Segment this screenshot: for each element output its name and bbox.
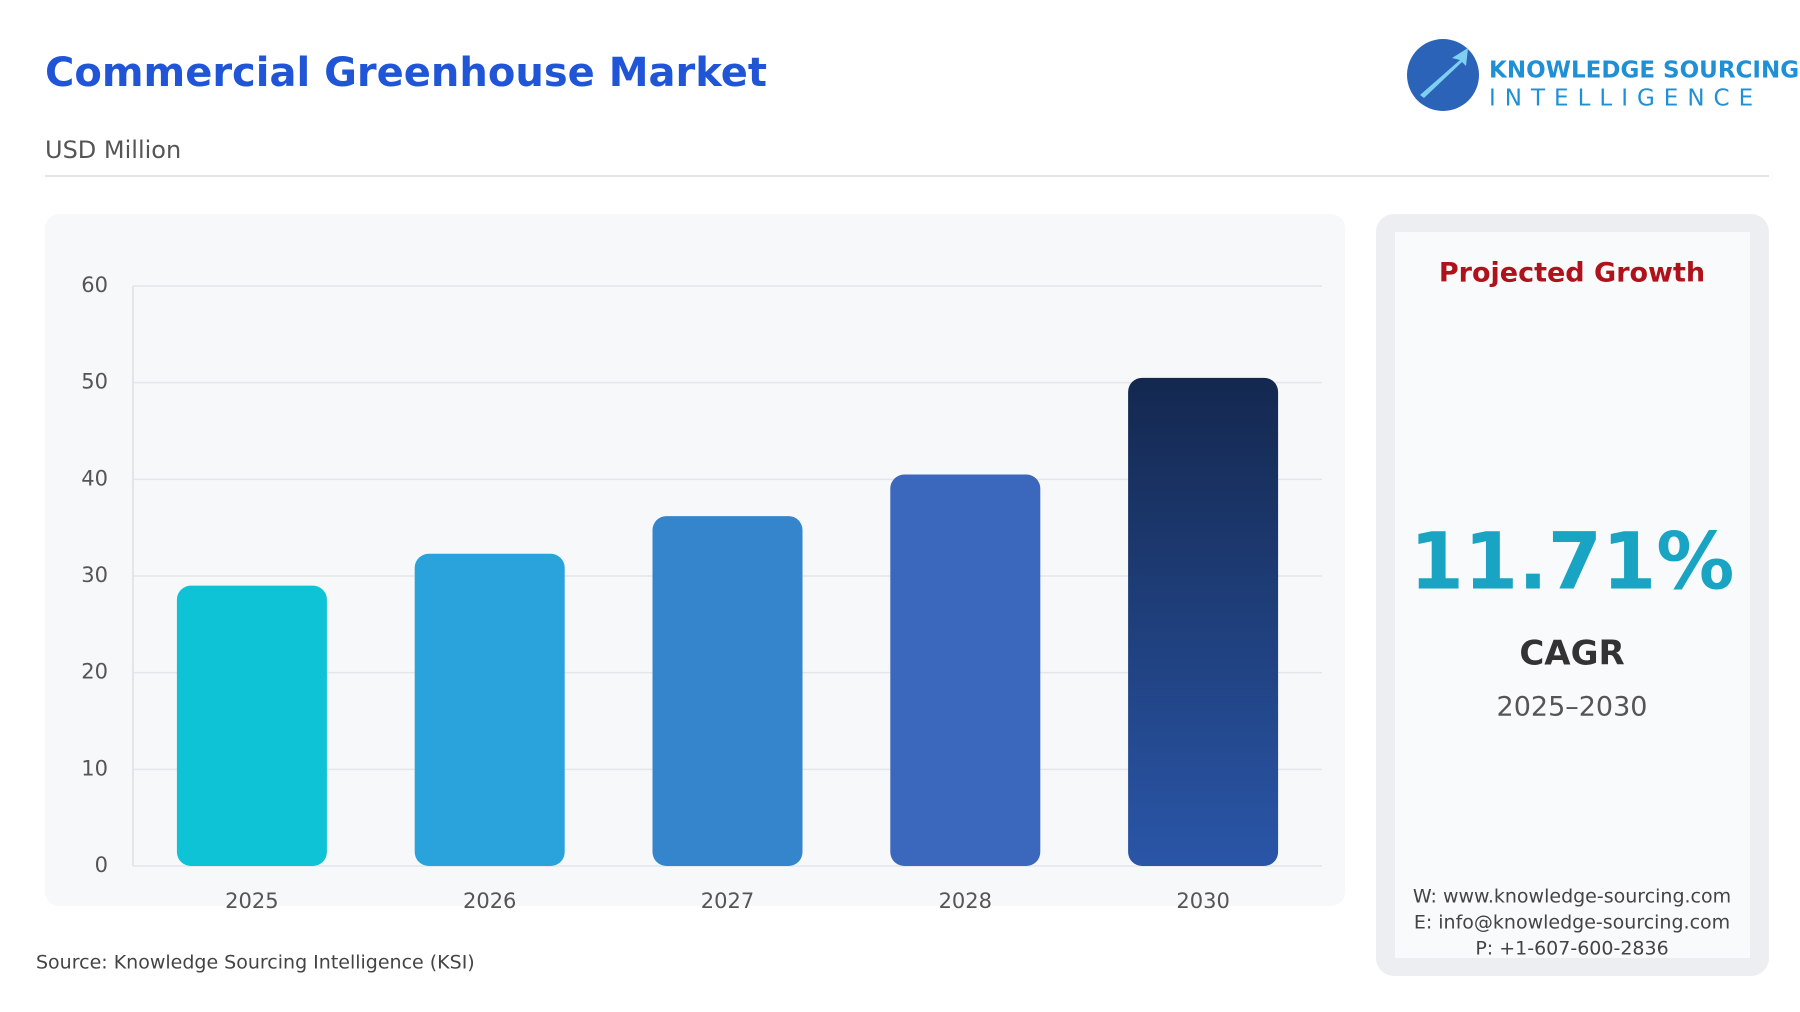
bar bbox=[176, 585, 327, 866]
panel-period: 2025–2030 bbox=[1497, 692, 1648, 723]
logo-arrow bbox=[1420, 48, 1468, 98]
bar bbox=[890, 474, 1041, 866]
y-tick-label: 10 bbox=[81, 756, 108, 780]
contact: E: info@knowledge-sourcing.com bbox=[1414, 912, 1730, 934]
panel-inner bbox=[1395, 232, 1750, 958]
x-tick-label: 2025 bbox=[225, 889, 278, 913]
x-tick-label: 2027 bbox=[701, 889, 754, 913]
bar bbox=[414, 553, 565, 866]
y-tick-label: 0 bbox=[95, 853, 108, 877]
chart-subtitle: USD Million bbox=[45, 136, 181, 164]
bar bbox=[652, 516, 803, 866]
panel-value: 11.71% bbox=[1410, 517, 1735, 607]
source: Source: Knowledge Sourcing Intelligence … bbox=[36, 952, 475, 974]
logo-line1: KNOWLEDGE SOURCING bbox=[1489, 58, 1799, 84]
x-tick-label: 2030 bbox=[1176, 889, 1229, 913]
bar bbox=[1128, 377, 1279, 866]
y-tick-label: 50 bbox=[81, 370, 108, 394]
y-tick-label: 30 bbox=[81, 563, 108, 587]
panel-heading: Projected Growth bbox=[1439, 258, 1705, 289]
y-tick-label: 60 bbox=[81, 273, 108, 297]
x-tick-label: 2028 bbox=[939, 889, 992, 913]
contact: P: +1-607-600-2836 bbox=[1475, 938, 1668, 960]
y-tick-label: 20 bbox=[81, 660, 108, 684]
y-tick-label: 40 bbox=[81, 466, 108, 490]
panel-label: CAGR bbox=[1519, 634, 1624, 674]
chart-title: Commercial Greenhouse Market bbox=[45, 50, 767, 96]
logo-line2: INTELLIGENCE bbox=[1489, 86, 1762, 112]
x-tick-label: 2026 bbox=[463, 889, 516, 913]
contact: W: www.knowledge-sourcing.com bbox=[1413, 886, 1731, 908]
logo: KNOWLEDGE SOURCING INTELLIGENCE bbox=[1407, 39, 1799, 112]
